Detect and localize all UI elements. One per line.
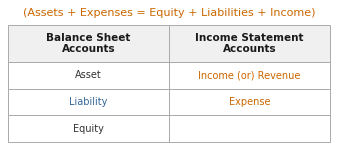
Text: (Assets + Expenses = Equity + Liabilities + Income): (Assets + Expenses = Equity + Liabilitie… — [23, 8, 315, 18]
Text: Liability: Liability — [69, 97, 108, 107]
Text: Equity: Equity — [73, 124, 104, 134]
Text: Expense: Expense — [229, 97, 270, 107]
Text: Income (or) Revenue: Income (or) Revenue — [198, 70, 301, 80]
Bar — [169, 62, 330, 89]
Bar — [169, 89, 330, 115]
Text: Income Statement
Accounts: Income Statement Accounts — [195, 33, 304, 54]
Bar — [169, 25, 330, 62]
Text: Asset: Asset — [75, 70, 102, 80]
Bar — [8, 89, 169, 115]
Bar — [8, 62, 169, 89]
Bar — [8, 115, 169, 142]
Text: Balance Sheet
Accounts: Balance Sheet Accounts — [46, 33, 131, 54]
Bar — [169, 115, 330, 142]
Bar — [8, 25, 169, 62]
